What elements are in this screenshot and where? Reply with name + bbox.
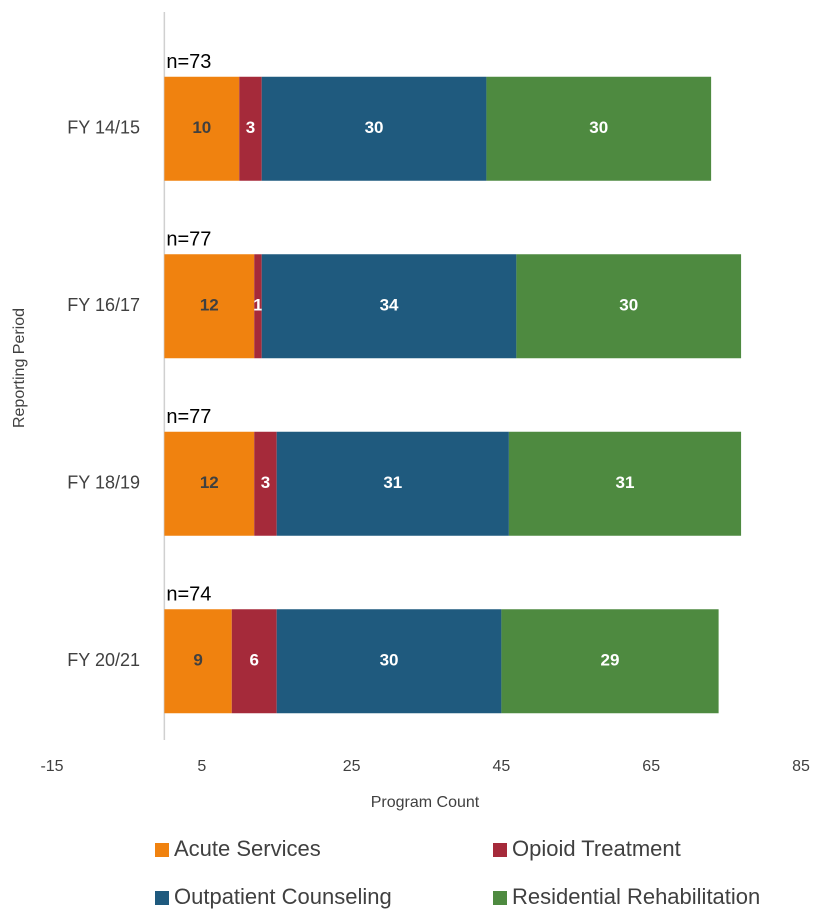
bar-segment [501, 609, 719, 714]
data-label: 31 [383, 473, 402, 492]
bar-segment [486, 76, 712, 181]
data-label: 9 [193, 651, 202, 670]
data-label: 12 [200, 296, 219, 315]
x-axis-title: Program Count [371, 794, 480, 811]
legend-label: Residential Rehabilitation [512, 884, 760, 909]
data-label: 31 [616, 473, 635, 492]
bar-segment [164, 609, 232, 714]
bar-segment [254, 431, 277, 536]
annotation: n=77 [166, 229, 211, 251]
legend-swatch [155, 843, 169, 857]
x-tick-label: 65 [642, 758, 660, 775]
y-tick-label: FY 20/21 [67, 650, 140, 670]
data-label: 30 [380, 651, 399, 670]
annotation: n=77 [166, 406, 211, 428]
data-label: 30 [619, 296, 638, 315]
bar-segment [508, 431, 742, 536]
y-tick-label: FY 16/17 [67, 295, 140, 315]
legend-swatch [493, 843, 507, 857]
data-label: 1 [253, 296, 262, 315]
y-tick-label: FY 14/15 [67, 118, 140, 138]
data-label: 10 [192, 118, 211, 137]
data-label: 29 [601, 651, 620, 670]
data-label: 6 [249, 651, 258, 670]
y-axis-title: Reporting Period [11, 308, 28, 428]
x-tick-label: 5 [197, 758, 206, 775]
legend-label: Outpatient Counseling [174, 884, 392, 909]
bar-segment [276, 609, 502, 714]
bar-segment [164, 76, 240, 181]
bar-segment [254, 254, 262, 359]
bar-segment [261, 254, 517, 359]
bar-segment [231, 609, 277, 714]
data-label: 3 [261, 473, 270, 492]
legend-swatch [493, 891, 507, 905]
bar-segment [164, 431, 255, 536]
data-label: 30 [365, 118, 384, 137]
bar-segment [261, 76, 487, 181]
data-label: 12 [200, 473, 219, 492]
data-label: 34 [380, 296, 399, 315]
x-tick-label: 85 [792, 758, 810, 775]
bar-segment [516, 254, 742, 359]
annotation: n=74 [166, 584, 211, 606]
x-tick-label: -15 [40, 758, 63, 775]
x-tick-label: 45 [493, 758, 511, 775]
x-tick-label: 25 [343, 758, 361, 775]
bar-segment [164, 254, 255, 359]
bar-segment [239, 76, 262, 181]
bar-segment [276, 431, 509, 536]
annotation: n=73 [166, 51, 211, 73]
y-tick-label: FY 18/19 [67, 473, 140, 493]
legend-label: Opioid Treatment [512, 836, 681, 861]
data-label: 30 [589, 118, 608, 137]
data-label: 3 [246, 118, 255, 137]
legend-swatch [155, 891, 169, 905]
legend-label: Acute Services [174, 836, 321, 861]
